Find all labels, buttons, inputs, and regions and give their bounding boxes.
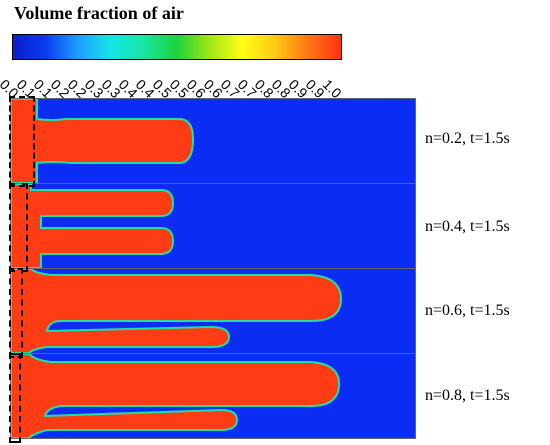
colorbar-title: Volume fraction of air: [14, 3, 184, 23]
colorbar: [12, 34, 342, 60]
panel-label-3: n=0.6, t=1.5s: [425, 302, 510, 319]
air-field-2: [11, 184, 175, 268]
simulation-panel-3: [10, 268, 416, 354]
air-field-1: [11, 99, 195, 183]
simulation-panel-4: [10, 353, 416, 439]
inlet-box-2: [9, 183, 28, 272]
panel-label-1: n=0.2, t=1.5s: [425, 130, 510, 147]
inlet-box-1: [9, 96, 35, 187]
inlet-box-3: [9, 268, 23, 358]
simulation-panel-2: [10, 183, 416, 269]
panel-label-4: n=0.8, t=1.5s: [425, 387, 510, 404]
air-field-4: [11, 354, 341, 438]
inlet-box-4: [9, 353, 21, 443]
panel-label-2: n=0.4, t=1.5s: [425, 218, 510, 235]
colorbar-ticks: 0.0 0.1 0.1 0.2 0.2 0.3 0.3 0.4 0.4 0.5 …: [0, 0, 550, 101]
simulation-panel-1: [10, 98, 416, 184]
air-field-3: [11, 269, 343, 353]
